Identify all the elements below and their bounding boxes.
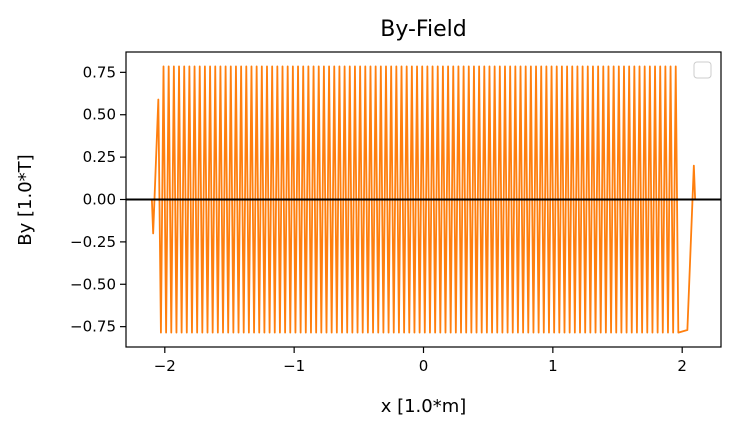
x-axis-ticks: −2 −1 0 1 2 <box>154 347 687 375</box>
y-axis-label: By [1.0*T] <box>15 154 36 245</box>
x-tick-label: 2 <box>677 357 687 375</box>
y-tick-label: 0.25 <box>83 148 116 166</box>
x-tick-label: −1 <box>283 357 305 375</box>
x-tick-label: 0 <box>419 357 429 375</box>
legend-box <box>693 61 712 79</box>
y-axis-ticks: 0.75 0.50 0.25 0.00 −0.25 −0.50 −0.75 <box>70 63 126 336</box>
y-tick-label: 0.00 <box>83 191 116 209</box>
x-tick-label: 1 <box>548 357 558 375</box>
y-tick-label: 0.50 <box>83 106 116 124</box>
chart-title: By-Field <box>380 17 466 42</box>
x-tick-label: −2 <box>154 357 176 375</box>
y-tick-label: −0.75 <box>70 318 116 336</box>
y-tick-label: −0.25 <box>70 233 116 251</box>
y-tick-label: 0.75 <box>83 63 116 81</box>
x-axis-label: x [1.0*m] <box>381 396 467 417</box>
plot-area <box>126 65 721 334</box>
series-line-by-field <box>150 65 697 334</box>
y-tick-label: −0.50 <box>70 275 116 293</box>
